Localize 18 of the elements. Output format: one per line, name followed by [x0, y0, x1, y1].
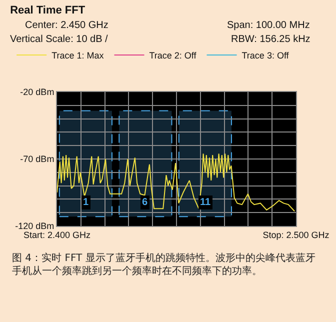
legend-label: Trace 3: Off: [242, 50, 290, 61]
x-tick-label: Start: 2.400 GHz: [23, 230, 92, 240]
band-label: 1: [83, 197, 89, 208]
y-tick-label: -120 dBm: [15, 221, 54, 232]
text: Span: 100.00 MHz: [227, 20, 310, 31]
legend-label: Trace 2: Off: [149, 50, 197, 61]
line-series: [57, 153, 296, 212]
band-label: 11: [200, 197, 212, 208]
chart-title: Real Time FFT: [10, 4, 86, 17]
x-tick-label: Stop: 2.500 GHz: [262, 230, 330, 240]
caption: 图 4：实时 FFT 显示了蓝牙手机的跳频特性。波形中的尖峰代表蓝牙手机从一个频率跳到另一个频率时在不同频率下的功率。: [12, 252, 316, 277]
y-tick-label: -70 dBm: [20, 154, 54, 164]
y-tick-label: -20 dBm: [20, 87, 54, 98]
text: Vertical Scale: 10 dB /: [10, 34, 108, 45]
band-label: 6: [142, 197, 148, 208]
legend-label: Trace 1: Max: [52, 50, 104, 61]
text: Center: 2.450 GHz: [25, 20, 108, 31]
text: RBW: 156.25 kHz: [231, 34, 310, 45]
